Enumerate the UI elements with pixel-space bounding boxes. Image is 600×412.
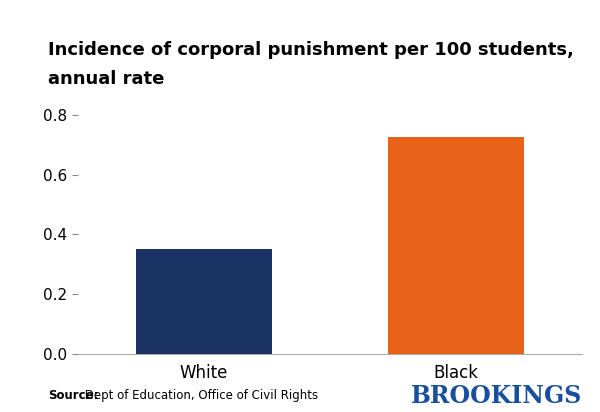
Bar	[388, 137, 524, 354]
Text: Incidence of corporal punishment per 100 students,: Incidence of corporal punishment per 100…	[48, 41, 574, 59]
Text: Source:: Source:	[48, 389, 98, 402]
Bar	[136, 249, 272, 354]
Text: BROOKINGS: BROOKINGS	[411, 384, 582, 408]
Text: Dept of Education, Office of Civil Rights: Dept of Education, Office of Civil Right…	[81, 389, 318, 402]
Text: annual rate: annual rate	[48, 70, 164, 88]
